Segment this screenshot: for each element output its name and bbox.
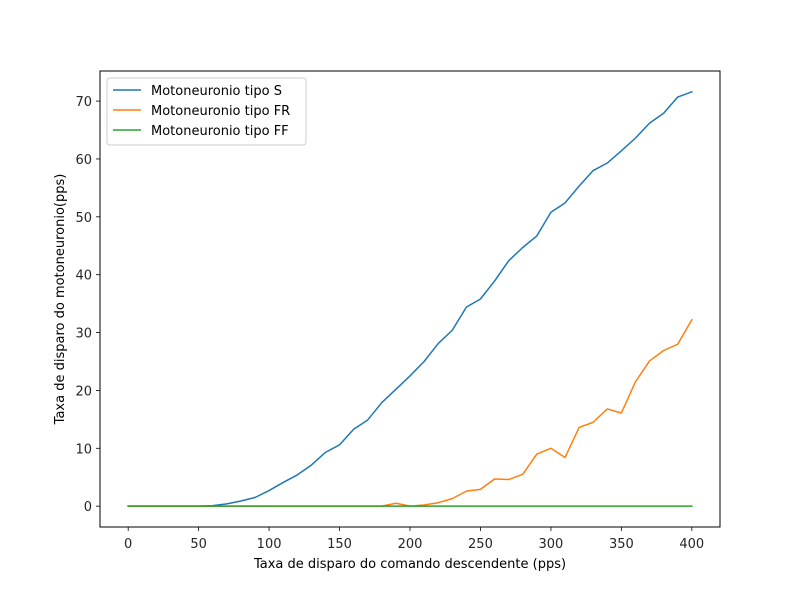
x-tick-label: 200 xyxy=(398,537,423,552)
legend-label-1: Motoneuronio tipo FR xyxy=(151,104,290,119)
x-tick-label: 100 xyxy=(257,537,282,552)
x-axis: 0 50 100 150 200 250 300 350 400 xyxy=(124,527,704,552)
legend-label-2: Motoneuronio tipo FF xyxy=(151,124,289,139)
y-tick-label: 30 xyxy=(75,327,92,342)
x-tick-label: 250 xyxy=(468,537,493,552)
y-axis: 0 10 20 30 40 50 60 70 xyxy=(75,95,100,515)
y-tick-label: 60 xyxy=(75,153,92,168)
y-tick-label: 0 xyxy=(84,500,92,515)
y-tick-label: 50 xyxy=(75,211,92,226)
y-tick-label: 70 xyxy=(75,95,92,110)
legend: Motoneuronio tipo S Motoneuronio tipo FR M… xyxy=(106,77,307,146)
x-tick-label: 350 xyxy=(609,537,634,552)
x-tick-label: 50 xyxy=(190,537,207,552)
series-layer xyxy=(127,90,693,507)
x-tick-label: 150 xyxy=(327,537,352,552)
y-tick-label: 20 xyxy=(75,384,92,399)
y-tick-label: 10 xyxy=(75,442,92,457)
legend-box xyxy=(106,77,307,146)
x-tick-label: 400 xyxy=(679,537,704,552)
x-tick-label: 300 xyxy=(538,537,563,552)
x-tick-label: 0 xyxy=(124,537,132,552)
legend-label-0: Motoneuronio tipo S xyxy=(151,84,282,99)
y-tick-label: 40 xyxy=(75,269,92,284)
x-axis-label: Taxa de disparo do comando descendente (… xyxy=(253,557,566,572)
series-line-0 xyxy=(127,90,693,507)
y-axis-label: Taxa de disparo do motoneuronio(pps) xyxy=(53,174,68,426)
